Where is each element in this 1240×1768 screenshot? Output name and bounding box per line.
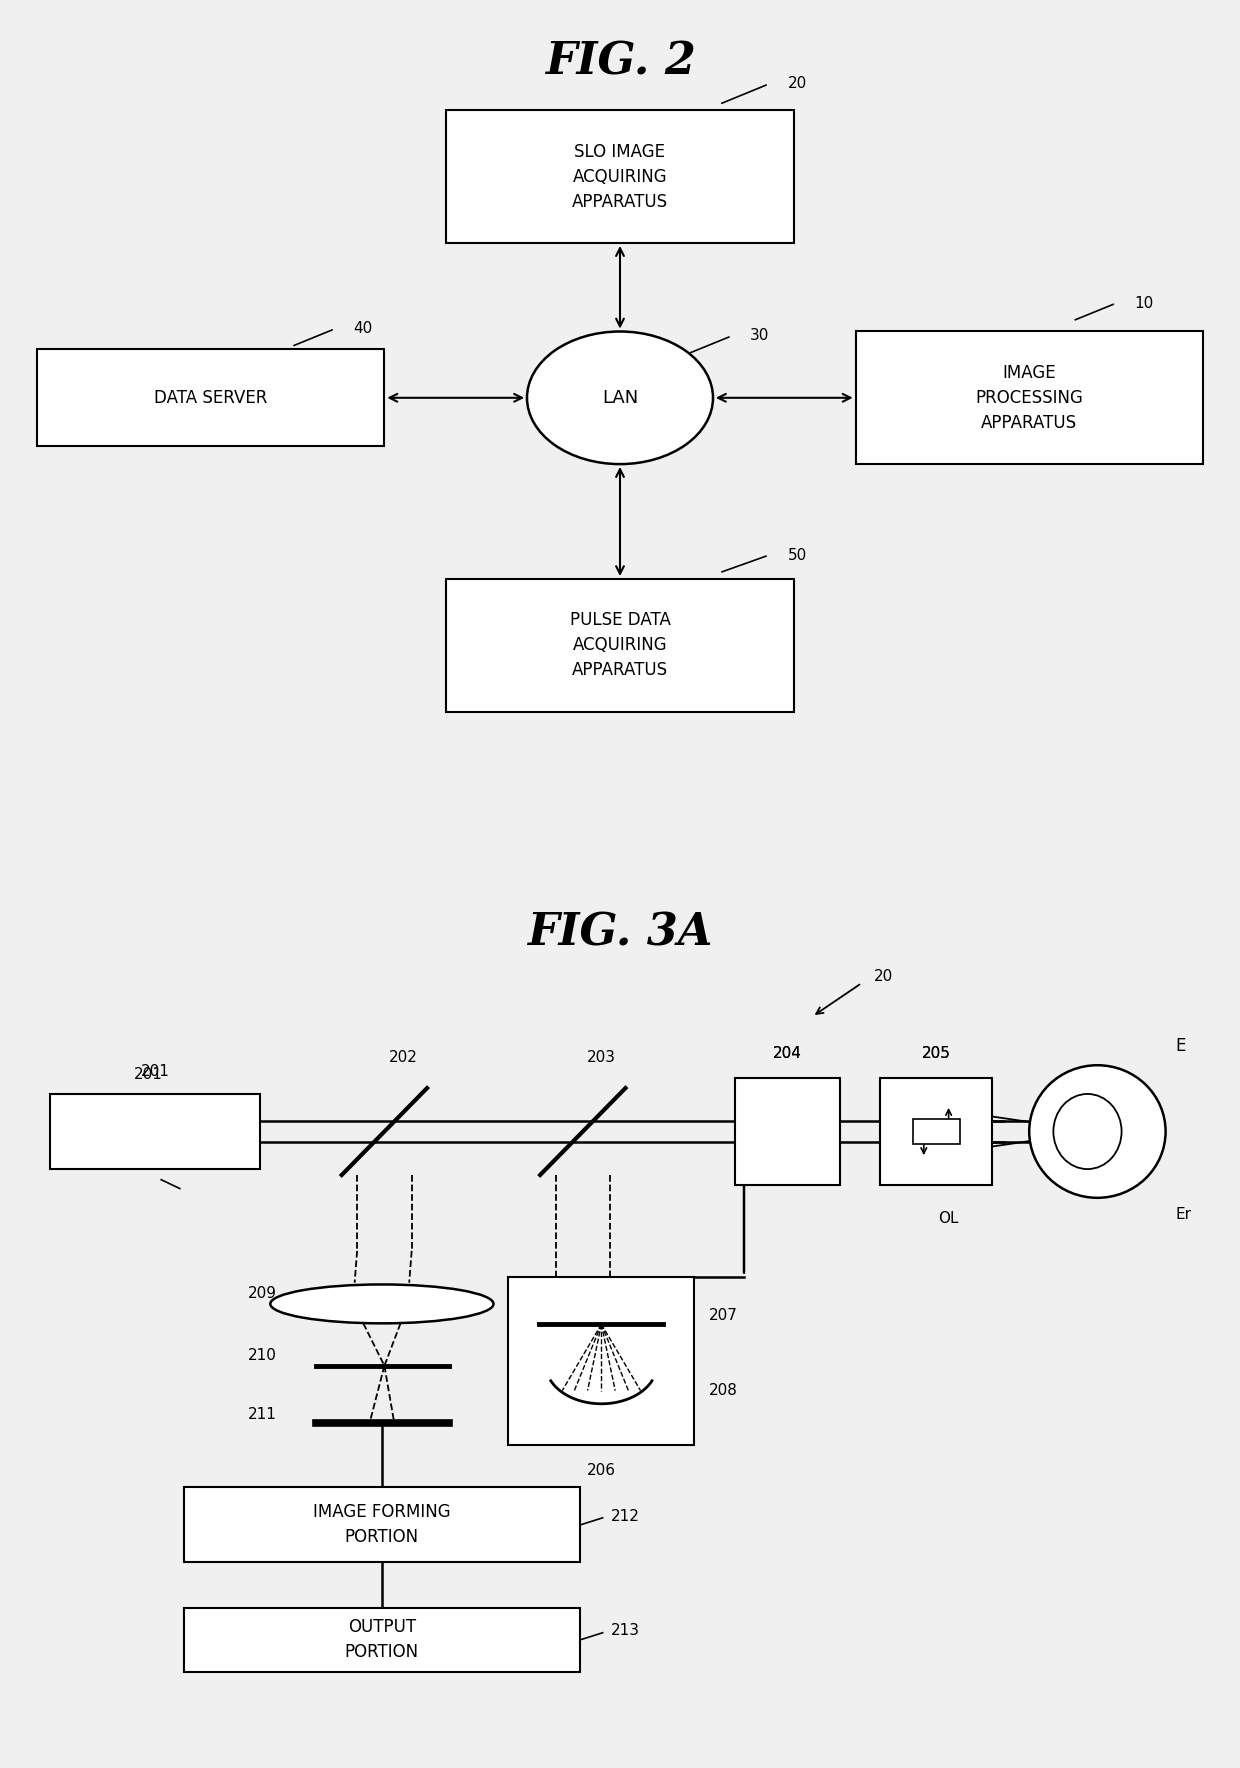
Text: 10: 10 [1135, 295, 1154, 311]
Text: 213: 213 [611, 1623, 640, 1639]
Text: 30: 30 [750, 329, 770, 343]
Ellipse shape [270, 1284, 494, 1322]
Ellipse shape [1054, 1094, 1121, 1169]
Bar [734, 1078, 839, 1185]
Text: 40: 40 [353, 322, 373, 336]
Text: 201: 201 [140, 1064, 170, 1078]
Bar [50, 1094, 260, 1169]
Text: OUTPUT
PORTION: OUTPUT PORTION [345, 1618, 419, 1662]
Text: 207: 207 [709, 1308, 738, 1322]
Bar [508, 1276, 694, 1446]
Text: 50: 50 [787, 548, 807, 562]
Text: 208: 208 [709, 1383, 738, 1398]
Text: E: E [1176, 1036, 1185, 1054]
Bar [184, 1609, 580, 1673]
Bar [856, 331, 1203, 463]
Text: 205: 205 [921, 1047, 951, 1061]
Text: FIG. 3A: FIG. 3A [527, 911, 713, 955]
Text: LAN: LAN [601, 389, 639, 407]
Text: 203: 203 [587, 1050, 616, 1064]
Text: 211: 211 [248, 1407, 277, 1421]
Text: 20: 20 [874, 969, 894, 985]
Text: 202: 202 [388, 1050, 418, 1064]
Text: IMAGE
PROCESSING
APPARATUS: IMAGE PROCESSING APPARATUS [976, 364, 1083, 431]
Text: 212: 212 [611, 1508, 640, 1524]
FancyBboxPatch shape [913, 1119, 960, 1144]
Text: SLO IMAGE
ACQUIRING
APPARATUS: SLO IMAGE ACQUIRING APPARATUS [572, 143, 668, 210]
Text: 210: 210 [248, 1347, 277, 1363]
Text: OL: OL [939, 1211, 959, 1225]
Text: Er: Er [1176, 1206, 1192, 1222]
Bar [184, 1487, 580, 1563]
Bar [446, 578, 794, 711]
Text: 20: 20 [787, 76, 807, 92]
Circle shape [527, 331, 713, 463]
Text: 201: 201 [134, 1068, 164, 1082]
Text: IMAGE FORMING
PORTION: IMAGE FORMING PORTION [314, 1503, 450, 1547]
Text: 204: 204 [773, 1047, 802, 1061]
Text: PULSE DATA
ACQUIRING
APPARATUS: PULSE DATA ACQUIRING APPARATUS [569, 612, 671, 679]
Text: 206: 206 [587, 1462, 616, 1478]
Text: 205: 205 [921, 1047, 951, 1061]
Text: FIG. 2: FIG. 2 [544, 41, 696, 83]
Bar [446, 110, 794, 242]
Text: 204: 204 [773, 1047, 802, 1061]
Ellipse shape [1029, 1064, 1166, 1199]
Text: 209: 209 [248, 1285, 277, 1301]
Text: DATA SERVER: DATA SERVER [154, 389, 268, 407]
Bar [37, 350, 384, 446]
Bar [880, 1078, 992, 1185]
